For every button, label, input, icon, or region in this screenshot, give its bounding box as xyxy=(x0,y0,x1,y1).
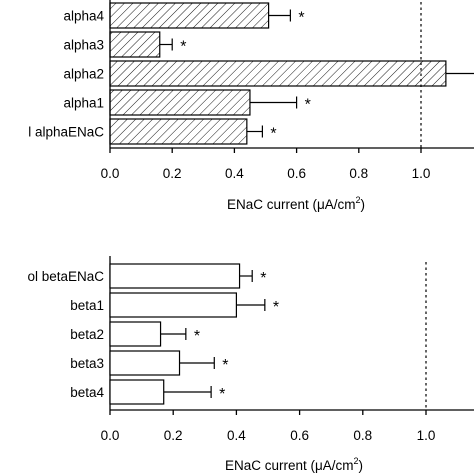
category-label: l alphaENaC xyxy=(28,125,104,140)
category-label: alpha3 xyxy=(63,38,104,53)
significance-star: * xyxy=(260,270,266,287)
significance-star: * xyxy=(180,39,186,56)
alpha-x-axis-label: ENaC current (μA/cm2) xyxy=(227,195,365,212)
beta-x-tick-label: 0.0 xyxy=(101,428,120,443)
category-label: beta2 xyxy=(70,327,104,342)
alpha-x-tick-label: 0.2 xyxy=(163,166,182,181)
category-label: alpha4 xyxy=(63,9,104,24)
category-label: beta1 xyxy=(70,298,104,313)
bar-beta1 xyxy=(109,292,238,318)
significance-star: * xyxy=(194,328,200,345)
alpha-x-tick-label: 1.0 xyxy=(412,166,431,181)
beta-x-tick-label: 0.6 xyxy=(290,428,309,443)
category-label: beta3 xyxy=(70,356,104,371)
bar-l-alphaenac xyxy=(109,118,248,145)
category-label: beta4 xyxy=(70,385,104,400)
bar-beta4 xyxy=(109,379,165,405)
category-label: alpha1 xyxy=(63,96,104,111)
significance-star: * xyxy=(222,357,228,374)
significance-star: * xyxy=(305,97,311,114)
alpha-x-tick-label: 0.0 xyxy=(101,166,120,181)
beta-panel: * ol betaENaC * beta1 * beta2 * beta3 * beta4 0.0… xyxy=(27,256,474,473)
bar-beta2 xyxy=(109,321,162,347)
beta-x-axis-label: ENaC current (μA/cm2) xyxy=(225,456,363,473)
significance-star: * xyxy=(298,10,304,27)
significance-star: * xyxy=(219,386,225,403)
bar-ol-betaenac xyxy=(109,263,241,289)
bar-alpha2 xyxy=(109,60,447,87)
category-label: alpha2 xyxy=(63,67,104,82)
alpha-x-tick-label: 0.6 xyxy=(287,166,306,181)
category-label: ol betaENaC xyxy=(27,269,104,284)
beta-x-tick-label: 1.0 xyxy=(417,428,436,443)
alpha-x-tick-label: 0.8 xyxy=(349,166,368,181)
bar-alpha1 xyxy=(109,89,251,116)
beta-x-tick-label: 0.2 xyxy=(164,428,183,443)
beta-x-tick-label: 0.4 xyxy=(227,428,246,443)
significance-star: * xyxy=(270,126,276,143)
bar-alpha3 xyxy=(109,31,161,58)
bar-alpha4 xyxy=(109,2,270,29)
significance-star: * xyxy=(273,299,279,316)
bar-beta3 xyxy=(109,350,181,376)
alpha-x-tick-label: 0.4 xyxy=(225,166,244,181)
beta-x-tick-label: 0.8 xyxy=(353,428,372,443)
